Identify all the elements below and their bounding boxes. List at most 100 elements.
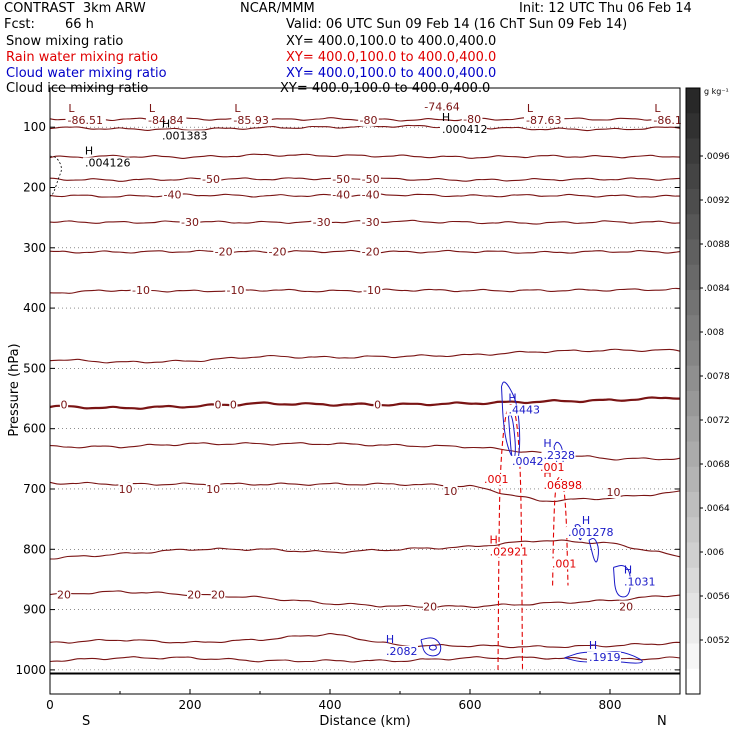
x-axis-label: Distance (km) xyxy=(319,714,410,729)
contour-label: -50 xyxy=(362,173,380,186)
contour-label: -50 xyxy=(202,173,220,186)
extremum-value-bg xyxy=(506,404,541,416)
colorbar-units: g kg⁻¹ xyxy=(704,87,729,96)
extremum-mark-h: H xyxy=(589,639,597,652)
x-tick-label: 600 xyxy=(459,698,482,712)
cloud-water-contour-6 xyxy=(420,637,442,657)
fcst-value: 66 h xyxy=(65,17,94,32)
colorbar: .0096 .0092 .0088 .0084 .008 .0078 .0072 .0068.… xyxy=(685,87,730,695)
extremum-mark-h: H xyxy=(489,533,497,546)
extremum-value-bg xyxy=(651,115,686,127)
contour-label-bg xyxy=(213,245,234,258)
x-tick-label: 800 xyxy=(599,698,622,712)
contour-label: 10 xyxy=(119,483,133,496)
colorbar-tick-label: .0052 xyxy=(704,636,730,646)
colorbar-segment xyxy=(686,340,700,367)
isotherm--10 xyxy=(49,287,681,294)
y-tick-label: 800 xyxy=(23,542,46,556)
extremum-value-bg xyxy=(83,157,130,169)
extremum-mark-h: H xyxy=(543,467,551,480)
extremum-value: .4443 xyxy=(509,404,541,417)
contour-label-bg xyxy=(330,188,352,201)
extremum-value-bg xyxy=(146,115,187,127)
colorbar-segment xyxy=(686,567,700,594)
extremum-value-bg xyxy=(541,449,576,461)
extremum-mark-l: L xyxy=(234,102,241,115)
field-cloudwater-xy: XY= 400.0,100.0 to 400.0,400.0 xyxy=(286,66,497,81)
colorbar-tick-label: .006 xyxy=(704,548,724,558)
contour-label: -74.64 xyxy=(424,101,459,114)
contour-label: -20 xyxy=(269,245,287,258)
init-time: Init: 12 UTC Thu 06 Feb 14 xyxy=(519,1,692,16)
contour-label-bg xyxy=(59,398,69,411)
isotherm-0 xyxy=(49,396,680,410)
contour-label-bg xyxy=(422,100,462,113)
contour-label-bg xyxy=(205,482,221,495)
cloud-water-contours xyxy=(420,381,643,664)
y-tick-label: 1000 xyxy=(15,663,46,677)
contour-label: 10 xyxy=(443,485,457,498)
contour-label-bg xyxy=(618,600,634,613)
x-tick-label: 0 xyxy=(46,698,54,712)
contour-label-bg xyxy=(179,215,201,228)
y-tick-label: 300 xyxy=(23,241,46,255)
isotherm-20 xyxy=(49,590,681,609)
contour-label-bg xyxy=(229,398,238,411)
field-rain-xy: XY= 400.0,100.0 to 400.0,400.0 xyxy=(286,50,497,65)
y-axis-label: Pressure (hPa) xyxy=(7,343,22,436)
contour-label-bg xyxy=(200,173,222,186)
field-cloudwater-name: Cloud water mixing ratio xyxy=(6,66,167,81)
x-tick-label: 400 xyxy=(319,698,342,712)
extremum-value: .1919 xyxy=(589,651,621,664)
colorbar-tick-label: .0078 xyxy=(704,372,730,382)
contour-label-bg xyxy=(56,588,72,601)
colorbar-segment xyxy=(686,214,700,240)
chart-title: CONTRAST 3km ARW xyxy=(4,1,146,16)
contour-label-bg xyxy=(360,173,381,186)
contour-label: 20 xyxy=(619,601,633,614)
colorbar-tick-label: .008 xyxy=(704,328,724,338)
extremum-value-bg xyxy=(524,115,565,127)
colorbar-segment xyxy=(686,365,700,392)
extremum-value: .1031 xyxy=(624,575,656,588)
extremum-value: .02921 xyxy=(490,545,528,558)
extremum-mark-h: H xyxy=(508,392,516,405)
extremum-value: -86.1 xyxy=(653,114,681,127)
contour-label: 10 xyxy=(607,486,621,499)
gridlines xyxy=(50,126,680,671)
colorbar-segment xyxy=(686,264,700,291)
extremum-mark-l: L xyxy=(654,102,661,115)
contour-label: 0 xyxy=(61,399,68,412)
isotherm-10 xyxy=(49,481,681,503)
contour-label-bg xyxy=(118,482,133,495)
extremum-value: .001 xyxy=(552,557,577,570)
colorbar-segment xyxy=(686,618,700,644)
colorbar-segment xyxy=(686,88,700,114)
colorbar-segment xyxy=(686,668,700,695)
contour-label-bg xyxy=(210,588,226,601)
extremum-value-bg xyxy=(566,527,600,539)
misc-features xyxy=(49,155,680,675)
extremum-value: -86.51 xyxy=(68,114,103,127)
center-label: NCAR/MMM xyxy=(240,1,315,16)
colorbar-tick-label: .0092 xyxy=(704,196,730,206)
isotherm-24 xyxy=(49,656,681,663)
colorbar-segment xyxy=(686,466,700,493)
fcst-label: Fcst: xyxy=(4,17,35,32)
extremum-value: .004126 xyxy=(85,156,131,169)
contour-label-bg xyxy=(330,173,352,186)
extremum-mark-h: H xyxy=(386,633,394,646)
extremum-mark-h: H xyxy=(85,144,93,157)
contour-label: 0 xyxy=(374,399,381,412)
extremum-mark-h: H xyxy=(442,111,450,124)
cloud-water-contour-0 xyxy=(501,381,521,462)
colorbar-segment xyxy=(686,416,700,442)
colorbar-segment xyxy=(686,542,700,569)
extremum-value: .000412 xyxy=(442,123,488,136)
contour-label-bg xyxy=(422,600,438,613)
extremum-value: -87.63 xyxy=(526,114,561,127)
extremum-value: .2328 xyxy=(544,449,576,462)
isotherm-22 xyxy=(49,633,681,649)
extremum-value-bg xyxy=(160,130,207,142)
contour-label-bg xyxy=(461,112,483,125)
